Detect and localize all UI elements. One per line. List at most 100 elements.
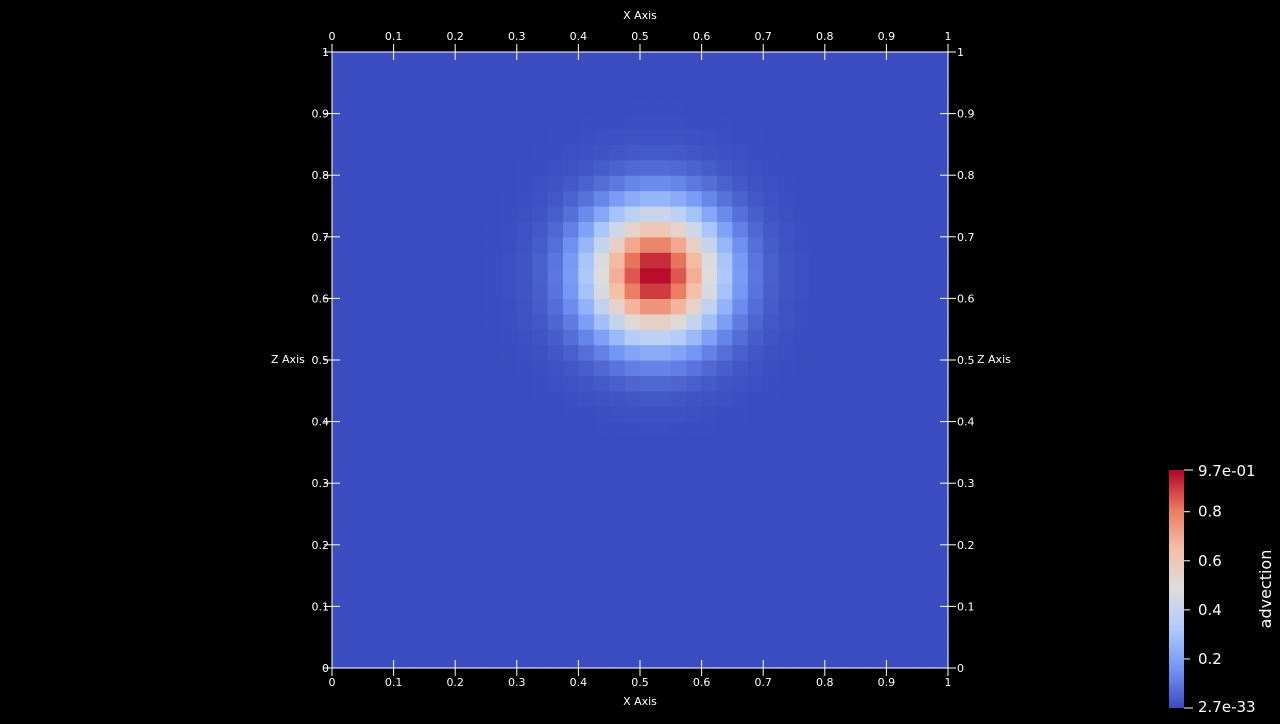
heatmap-cell <box>609 498 626 515</box>
heatmap-cell <box>470 236 487 253</box>
heatmap-cell <box>532 529 549 546</box>
heatmap-cell <box>563 344 579 361</box>
heatmap-cell <box>871 652 887 669</box>
heatmap-cell <box>378 421 395 438</box>
heatmap-cell <box>717 67 733 84</box>
heatmap-cell <box>932 406 949 423</box>
heatmap-cell <box>732 406 749 423</box>
color-legend-bar <box>1169 470 1184 708</box>
heatmap-cell <box>871 283 887 299</box>
heatmap-cell <box>455 591 472 607</box>
heatmap-cell <box>778 375 795 392</box>
heatmap-cell <box>409 144 425 161</box>
heatmap-cell <box>409 190 425 207</box>
heatmap-cell <box>332 267 348 284</box>
heatmap-cell <box>578 52 595 68</box>
x-tick-label-top: 0.5 <box>631 30 649 43</box>
heatmap-cell <box>917 360 934 376</box>
heatmap-cell <box>578 467 595 484</box>
heatmap-cell <box>439 190 456 207</box>
heatmap-cell <box>486 67 502 84</box>
heatmap-cell <box>424 159 441 176</box>
z-axis-title-right: Z Axis <box>977 353 1011 366</box>
heatmap-cell <box>609 113 626 130</box>
heatmap-cell <box>424 344 441 361</box>
heatmap-cell <box>470 67 487 84</box>
heatmap-cell <box>763 206 780 222</box>
heatmap-cell <box>439 344 456 361</box>
heatmap-cell <box>747 437 764 453</box>
heatmap-cell <box>332 437 348 453</box>
heatmap-cell <box>609 236 626 253</box>
heatmap-cell <box>763 329 780 346</box>
heatmap-cell <box>455 606 472 623</box>
heatmap-cell <box>439 437 456 453</box>
heatmap-cell <box>593 298 610 315</box>
heatmap-cell <box>593 236 610 253</box>
heatmap-cell <box>717 606 733 623</box>
heatmap-cell <box>439 52 456 68</box>
heatmap-cell <box>563 236 579 253</box>
heatmap-cell <box>809 144 826 161</box>
heatmap-cell <box>593 544 610 561</box>
heatmap-cell <box>655 67 672 84</box>
z-tick-label-left: 0.9 <box>312 108 330 121</box>
heatmap-cell <box>840 591 857 607</box>
heatmap-cell <box>593 113 610 130</box>
heatmap-cell <box>563 144 579 161</box>
heatmap-cell <box>901 560 918 577</box>
heatmap-cell <box>855 406 872 423</box>
heatmap-cell <box>778 560 795 577</box>
heatmap-cell <box>332 67 348 84</box>
heatmap-cell <box>393 498 410 515</box>
heatmap-cell <box>409 298 425 315</box>
heatmap-cell <box>439 221 456 238</box>
heatmap-cell <box>747 483 764 500</box>
heatmap-cell <box>516 390 533 407</box>
heatmap-cell <box>470 360 487 376</box>
heatmap-cell <box>516 113 533 130</box>
heatmap-cell <box>794 529 810 546</box>
heatmap-cell <box>717 267 733 284</box>
heatmap-cell <box>362 52 379 68</box>
heatmap-cell <box>532 98 549 115</box>
heatmap-cell <box>532 190 549 207</box>
heatmap-cell <box>624 82 641 99</box>
heatmap-cell <box>455 621 472 638</box>
heatmap-cell <box>486 591 502 607</box>
heatmap-cell <box>686 544 703 561</box>
heatmap-cell <box>516 206 533 222</box>
heatmap-cell <box>655 637 672 654</box>
heatmap-cell <box>486 390 502 407</box>
heatmap-cell <box>670 421 687 438</box>
heatmap-cell <box>409 113 425 130</box>
heatmap-cell <box>378 390 395 407</box>
heatmap-cell <box>547 437 564 453</box>
heatmap-cell <box>763 529 780 546</box>
heatmap-cell <box>701 175 718 192</box>
heatmap-cell <box>439 406 456 423</box>
heatmap-cell <box>332 591 348 607</box>
heatmap-cell <box>578 283 595 299</box>
heatmap-cell <box>932 52 949 68</box>
heatmap-cell <box>747 652 764 669</box>
heatmap-cell <box>593 344 610 361</box>
heatmap-cell <box>409 375 425 392</box>
heatmap-cell <box>640 221 656 238</box>
heatmap-cell <box>486 437 502 453</box>
heatmap-cell <box>347 437 364 453</box>
heatmap-cell <box>686 82 703 99</box>
heatmap-cell <box>732 221 749 238</box>
heatmap-cell <box>901 221 918 238</box>
heatmap-cell <box>624 283 641 299</box>
heatmap-cell <box>917 206 934 222</box>
heatmap-cell <box>840 514 857 530</box>
heatmap-cell <box>794 637 810 654</box>
heatmap-cell <box>532 375 549 392</box>
heatmap-cell <box>532 467 549 484</box>
heatmap-cell <box>455 360 472 376</box>
heatmap-cell <box>747 283 764 299</box>
heatmap-cell <box>501 621 518 638</box>
